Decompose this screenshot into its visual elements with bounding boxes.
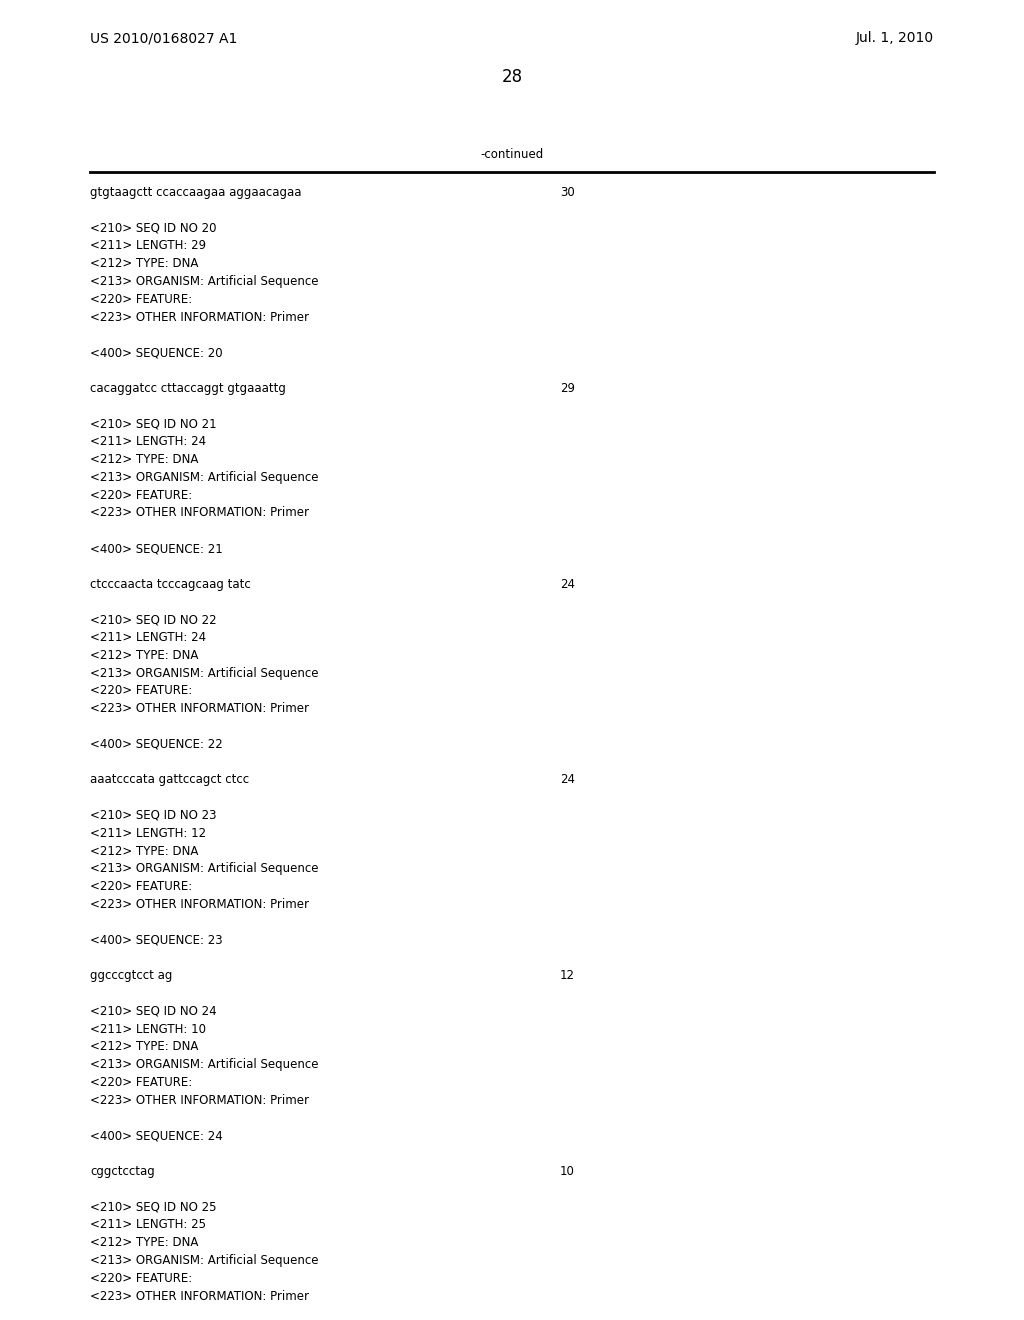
Text: <213> ORGANISM: Artificial Sequence: <213> ORGANISM: Artificial Sequence [90, 1059, 318, 1072]
Text: <400> SEQUENCE: 20: <400> SEQUENCE: 20 [90, 346, 222, 359]
Text: <210> SEQ ID NO 23: <210> SEQ ID NO 23 [90, 809, 216, 822]
Text: <213> ORGANISM: Artificial Sequence: <213> ORGANISM: Artificial Sequence [90, 667, 318, 680]
Text: 28: 28 [502, 69, 522, 86]
Text: <211> LENGTH: 29: <211> LENGTH: 29 [90, 239, 206, 252]
Text: <211> LENGTH: 24: <211> LENGTH: 24 [90, 436, 206, 449]
Text: <223> OTHER INFORMATION: Primer: <223> OTHER INFORMATION: Primer [90, 507, 309, 519]
Text: <212> TYPE: DNA: <212> TYPE: DNA [90, 649, 199, 661]
Text: cggctcctag: cggctcctag [90, 1166, 155, 1177]
Text: aaatcccata gattccagct ctcc: aaatcccata gattccagct ctcc [90, 774, 249, 787]
Text: <400> SEQUENCE: 23: <400> SEQUENCE: 23 [90, 933, 222, 946]
Text: <400> SEQUENCE: 22: <400> SEQUENCE: 22 [90, 738, 223, 751]
Text: <400> SEQUENCE: 21: <400> SEQUENCE: 21 [90, 543, 223, 554]
Text: 24: 24 [560, 774, 575, 787]
Text: <210> SEQ ID NO 24: <210> SEQ ID NO 24 [90, 1005, 217, 1018]
Text: <212> TYPE: DNA: <212> TYPE: DNA [90, 1040, 199, 1053]
Text: <210> SEQ ID NO 22: <210> SEQ ID NO 22 [90, 614, 217, 626]
Text: <210> SEQ ID NO 20: <210> SEQ ID NO 20 [90, 222, 216, 235]
Text: <223> OTHER INFORMATION: Primer: <223> OTHER INFORMATION: Primer [90, 898, 309, 911]
Text: <400> SEQUENCE: 24: <400> SEQUENCE: 24 [90, 1130, 223, 1142]
Text: <220> FEATURE:: <220> FEATURE: [90, 1076, 193, 1089]
Text: <212> TYPE: DNA: <212> TYPE: DNA [90, 1237, 199, 1249]
Text: <213> ORGANISM: Artificial Sequence: <213> ORGANISM: Artificial Sequence [90, 275, 318, 288]
Text: <211> LENGTH: 10: <211> LENGTH: 10 [90, 1023, 206, 1036]
Text: <220> FEATURE:: <220> FEATURE: [90, 1271, 193, 1284]
Text: <223> OTHER INFORMATION: Primer: <223> OTHER INFORMATION: Primer [90, 702, 309, 715]
Text: <220> FEATURE:: <220> FEATURE: [90, 880, 193, 894]
Text: <223> OTHER INFORMATION: Primer: <223> OTHER INFORMATION: Primer [90, 310, 309, 323]
Text: <220> FEATURE:: <220> FEATURE: [90, 293, 193, 306]
Text: <213> ORGANISM: Artificial Sequence: <213> ORGANISM: Artificial Sequence [90, 471, 318, 484]
Text: 30: 30 [560, 186, 574, 199]
Text: -continued: -continued [480, 148, 544, 161]
Text: <223> OTHER INFORMATION: Primer: <223> OTHER INFORMATION: Primer [90, 1290, 309, 1303]
Text: <211> LENGTH: 25: <211> LENGTH: 25 [90, 1218, 206, 1232]
Text: 29: 29 [560, 381, 575, 395]
Text: cacaggatcc cttaccaggt gtgaaattg: cacaggatcc cttaccaggt gtgaaattg [90, 381, 286, 395]
Text: gtgtaagctt ccaccaagaa aggaacagaa: gtgtaagctt ccaccaagaa aggaacagaa [90, 186, 301, 199]
Text: <212> TYPE: DNA: <212> TYPE: DNA [90, 257, 199, 271]
Text: <211> LENGTH: 12: <211> LENGTH: 12 [90, 826, 206, 840]
Text: 10: 10 [560, 1166, 574, 1177]
Text: 24: 24 [560, 578, 575, 590]
Text: Jul. 1, 2010: Jul. 1, 2010 [856, 30, 934, 45]
Text: <212> TYPE: DNA: <212> TYPE: DNA [90, 453, 199, 466]
Text: <220> FEATURE:: <220> FEATURE: [90, 684, 193, 697]
Text: ggcccgtcct ag: ggcccgtcct ag [90, 969, 172, 982]
Text: 12: 12 [560, 969, 575, 982]
Text: US 2010/0168027 A1: US 2010/0168027 A1 [90, 30, 238, 45]
Text: <210> SEQ ID NO 25: <210> SEQ ID NO 25 [90, 1201, 216, 1213]
Text: <210> SEQ ID NO 21: <210> SEQ ID NO 21 [90, 417, 217, 430]
Text: <213> ORGANISM: Artificial Sequence: <213> ORGANISM: Artificial Sequence [90, 862, 318, 875]
Text: <223> OTHER INFORMATION: Primer: <223> OTHER INFORMATION: Primer [90, 1094, 309, 1106]
Text: <213> ORGANISM: Artificial Sequence: <213> ORGANISM: Artificial Sequence [90, 1254, 318, 1267]
Text: <212> TYPE: DNA: <212> TYPE: DNA [90, 845, 199, 858]
Text: ctcccaacta tcccagcaag tatc: ctcccaacta tcccagcaag tatc [90, 578, 251, 590]
Text: <211> LENGTH: 24: <211> LENGTH: 24 [90, 631, 206, 644]
Text: <220> FEATURE:: <220> FEATURE: [90, 488, 193, 502]
